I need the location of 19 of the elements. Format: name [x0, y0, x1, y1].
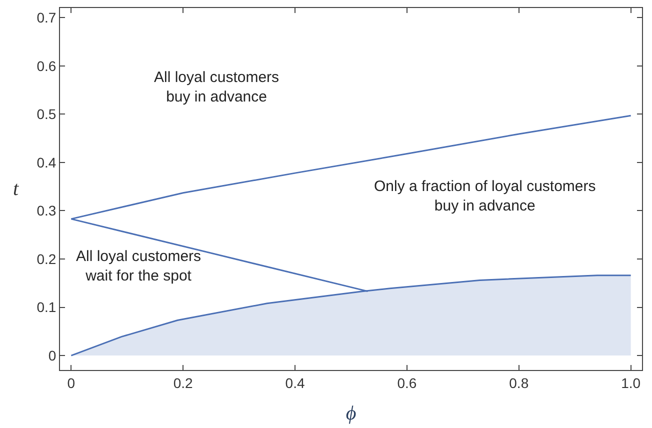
y-tick-label: 0.2	[36, 250, 56, 267]
x-tick-label: 0.2	[173, 374, 194, 391]
y-tick-label: 0.5	[36, 106, 56, 122]
annotation: All loyal customers buy in advance	[154, 69, 280, 106]
x-tick-label: 0.8	[509, 374, 529, 391]
y-tick-label: 0.1	[36, 299, 56, 316]
y-tick-label: 0.7	[36, 10, 56, 26]
y-axis-title: t	[13, 178, 19, 200]
y-tick-label: 0.4	[36, 154, 56, 170]
y-tick-label: 0.6	[36, 58, 56, 74]
x-tick-label: 0	[67, 374, 76, 391]
y-tick-label: 0	[48, 347, 56, 364]
annotation: Only a fraction of loyal customers buy in advance	[374, 178, 596, 214]
x-tick-label: 0.6	[397, 374, 417, 391]
x-axis-title: ϕ	[346, 402, 356, 424]
y-tick-label: 0.3	[36, 202, 56, 219]
x-tick-label: 0.4	[285, 374, 305, 391]
x-tick-label: 1.0	[621, 374, 641, 391]
annotation: All loyal customers wait for the spot	[76, 248, 202, 284]
